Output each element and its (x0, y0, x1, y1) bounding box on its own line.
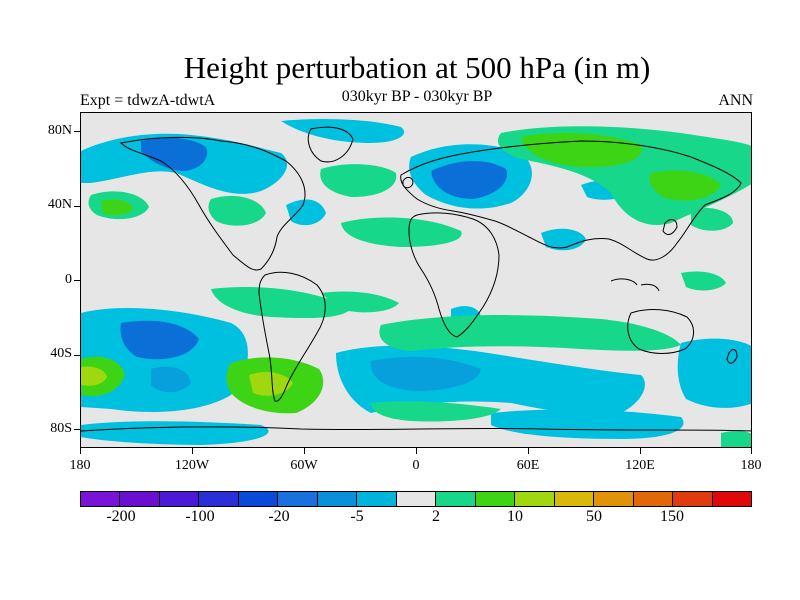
colorbar-box-8 (396, 492, 437, 506)
colorbar-box-14 (633, 492, 674, 506)
lat-label-80n: 80N (47, 123, 72, 138)
map-panel (80, 112, 752, 448)
tick-60e (528, 448, 529, 454)
coast-eurasia (400, 140, 742, 261)
contour-fill-negative-south (81, 308, 751, 445)
lat-label-0: 0 (65, 272, 72, 287)
lon-label-180w: 180 (69, 458, 91, 473)
tick-120w (192, 448, 193, 454)
colorbar-box-4 (238, 492, 279, 506)
lon-label-180e: 180 (740, 458, 762, 473)
colorbar-label-10: 10 (507, 508, 523, 525)
tick-80n (74, 131, 80, 132)
tick-180w (80, 448, 81, 454)
colorbar-box-5 (278, 492, 318, 506)
colorbar-label-50: 50 (586, 508, 602, 525)
tick-0 (74, 280, 80, 281)
coast-africa (408, 212, 500, 338)
tick-40s (74, 355, 80, 356)
coast-south-america (258, 271, 326, 402)
colorbar-box-7 (357, 492, 397, 506)
colorbar-label-neg20: -20 (268, 508, 290, 525)
tick-40n (74, 206, 80, 207)
tick-120e (640, 448, 641, 454)
lon-label-120e: 120E (625, 458, 655, 473)
tick-80s (74, 429, 80, 430)
colorbar-label-150: 150 (660, 508, 684, 525)
experiment-label: Expt = tdwzA-tdwtA (80, 92, 216, 109)
colorbar-box-12 (554, 492, 595, 506)
coast-australia (627, 309, 694, 354)
coast-uk (402, 176, 414, 189)
lat-label-80s: 80S (50, 421, 72, 436)
tick-0-lon (416, 448, 417, 454)
season-label: ANN (718, 92, 753, 109)
coast-indonesia (610, 278, 660, 292)
colorbar-box-9 (436, 492, 476, 506)
colorbar-box-15 (673, 492, 713, 506)
coast-antarctica (81, 426, 751, 432)
colorbar-box-2 (159, 492, 200, 506)
colorbar-box-1 (120, 492, 160, 506)
lon-label-0: 0 (412, 458, 420, 473)
lat-label-40n: 40N (47, 197, 72, 212)
colorbar-label-2: 2 (432, 508, 440, 525)
contour-fill-negative (81, 119, 633, 325)
colorbar-box-0 (81, 492, 121, 506)
contour-map (81, 113, 751, 447)
tick-180e (751, 448, 752, 454)
period-label: 030kyr BP - 030kyr BP (341, 88, 493, 105)
plot-title: Height perturbation at 500 hPa (in m) (183, 50, 651, 85)
lat-label-40s: 40S (50, 346, 72, 361)
lon-label-120w: 120W (174, 458, 210, 473)
coast-japan (662, 219, 678, 235)
lon-label-60w: 60W (290, 458, 318, 473)
coast-new-zealand (726, 349, 738, 364)
colorbar-label-neg100: -100 (185, 508, 215, 525)
contour-fill-positive (81, 126, 751, 447)
coastlines (81, 126, 751, 432)
coast-greenland (307, 126, 354, 163)
colorbar-box-6 (317, 492, 358, 506)
coast-north-america (119, 136, 306, 271)
colorbar (80, 491, 752, 507)
colorbar-box-11 (515, 492, 555, 506)
colorbar-box-13 (594, 492, 634, 506)
colorbar-box-10 (475, 492, 516, 506)
colorbar-box-16 (712, 492, 751, 506)
tick-60w (304, 448, 305, 454)
lon-label-60e: 60E (516, 458, 540, 473)
colorbar-box-3 (199, 492, 239, 506)
colorbar-label-neg5: -5 (350, 508, 364, 525)
colorbar-label-neg200: -200 (106, 508, 136, 525)
